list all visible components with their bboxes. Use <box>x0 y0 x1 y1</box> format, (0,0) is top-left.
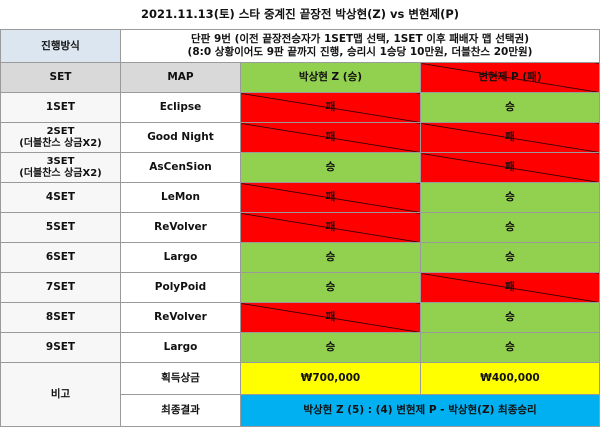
set-line: 6SET <box>45 251 76 263</box>
map-name: LeMon <box>120 182 241 213</box>
set-label: 6SET <box>0 242 121 273</box>
result-cell: 승 <box>240 152 421 183</box>
set-label: 3SET (더블찬스 상금X2) <box>0 152 121 183</box>
set-row: 4SET LeMon 패 승 <box>0 182 600 213</box>
set-label: 4SET <box>0 182 121 213</box>
header-cell: MAP <box>120 62 241 93</box>
prize-value: ₩700,000 <box>240 362 421 395</box>
set-row: 7SET PolyPoid 승 패 <box>0 272 600 303</box>
result-cell: 패 <box>240 302 421 333</box>
title-row: 2021.11.13(토) 스타 중계진 끝장전 박상현(Z) vs 변현제(P… <box>1 0 600 30</box>
set-label: 9SET <box>0 332 121 363</box>
map-name: Eclipse <box>120 92 241 123</box>
set-line: 2SET <box>46 125 75 137</box>
set-row: 5SET ReVolver 패 승 <box>0 212 600 243</box>
result-cell: 승 <box>240 332 421 363</box>
final-label: 최종결과 <box>120 394 241 427</box>
result-cell: 승 <box>420 302 600 333</box>
map-name: ReVolver <box>120 212 241 243</box>
prize-row: 비고 획득상금 ₩700,000 ₩400,000 <box>0 362 600 427</box>
set-label: 2SET (더블찬스 상금X2) <box>0 122 121 153</box>
set-line: 7SET <box>45 281 76 293</box>
result-cell: 패 <box>240 182 421 213</box>
method-text: 단판 9번 (이전 끝장전승자가 1SET맵 선택, 1SET 이후 패배자 맵… <box>120 29 600 63</box>
set-label: 7SET <box>0 272 121 303</box>
set-label: 1SET <box>0 92 121 123</box>
set-row: 1SET Eclipse 패 승 <box>0 92 600 123</box>
set-line: (더블찬스 상금X2) <box>19 137 102 149</box>
set-line: 3SET <box>46 155 75 167</box>
set-line: 4SET <box>45 191 76 203</box>
set-row: 2SET (더블찬스 상금X2) Good Night 패 패 <box>0 122 600 153</box>
header-cell: 변현제 P (패) <box>420 62 600 93</box>
result-cell: 패 <box>240 212 421 243</box>
result-cell: 승 <box>240 242 421 273</box>
result-cell: 승 <box>420 242 600 273</box>
set-row: 3SET (더블찬스 상금X2) AsCenSion 승 패 <box>0 152 600 183</box>
method-row: 진행방식 단판 9번 (이전 끝장전승자가 1SET맵 선택, 1SET 이후 패… <box>0 29 600 63</box>
result-cell: 패 <box>420 272 600 303</box>
result-cell: 승 <box>420 332 600 363</box>
map-name: Largo <box>120 242 241 273</box>
result-cell: 승 <box>420 182 600 213</box>
result-cell: 패 <box>420 152 600 183</box>
result-cell: 패 <box>240 122 421 153</box>
map-name: PolyPoid <box>120 272 241 303</box>
title: 2021.11.13(토) 스타 중계진 끝장전 박상현(Z) vs 변현제(P… <box>140 7 460 21</box>
set-row: 6SET Largo 승 승 <box>0 242 600 273</box>
map-name: Largo <box>120 332 241 363</box>
set-line: 1SET <box>45 101 76 113</box>
header-cell: SET <box>0 62 121 93</box>
map-name: ReVolver <box>120 302 241 333</box>
prize-value: ₩400,000 <box>420 362 600 395</box>
set-line: 8SET <box>45 311 76 323</box>
final-text: 박상현 Z (5) : (4) 변현제 P - 박상현(Z) 최종승리 <box>240 394 600 427</box>
method-line: (8:0 상황이어도 9판 끝까지 진행, 승리시 1승당 10만원, 더블찬스… <box>187 46 533 58</box>
map-name: Good Night <box>120 122 241 153</box>
method-label: 진행방식 <box>0 29 121 63</box>
result-cell: 승 <box>420 92 600 123</box>
result-cell: 승 <box>240 272 421 303</box>
header-row: SET MAP 박상현 Z (승) 변현제 P (패) <box>0 62 600 93</box>
set-row: 9SET Largo 승 승 <box>0 332 600 363</box>
set-row: 8SET ReVolver 패 승 <box>0 302 600 333</box>
set-line: 9SET <box>45 341 76 353</box>
prize-label: 획득상금 <box>120 362 241 395</box>
set-label: 5SET <box>0 212 121 243</box>
note-label: 비고 <box>0 362 121 427</box>
result-cell: 패 <box>420 122 600 153</box>
final-row: 최종결과 박상현 Z (5) : (4) 변현제 P - 박상현(Z) 최종승리 <box>1 394 600 427</box>
set-line: 5SET <box>45 221 76 233</box>
map-name: AsCenSion <box>120 152 241 183</box>
result-cell: 패 <box>240 92 421 123</box>
set-label: 8SET <box>0 302 121 333</box>
set-line: (더블찬스 상금X2) <box>19 167 102 179</box>
method-line: 단판 9번 (이전 끝장전승자가 1SET맵 선택, 1SET 이후 패배자 맵… <box>190 33 530 45</box>
result-cell: 승 <box>420 212 600 243</box>
header-cell: 박상현 Z (승) <box>240 62 421 93</box>
